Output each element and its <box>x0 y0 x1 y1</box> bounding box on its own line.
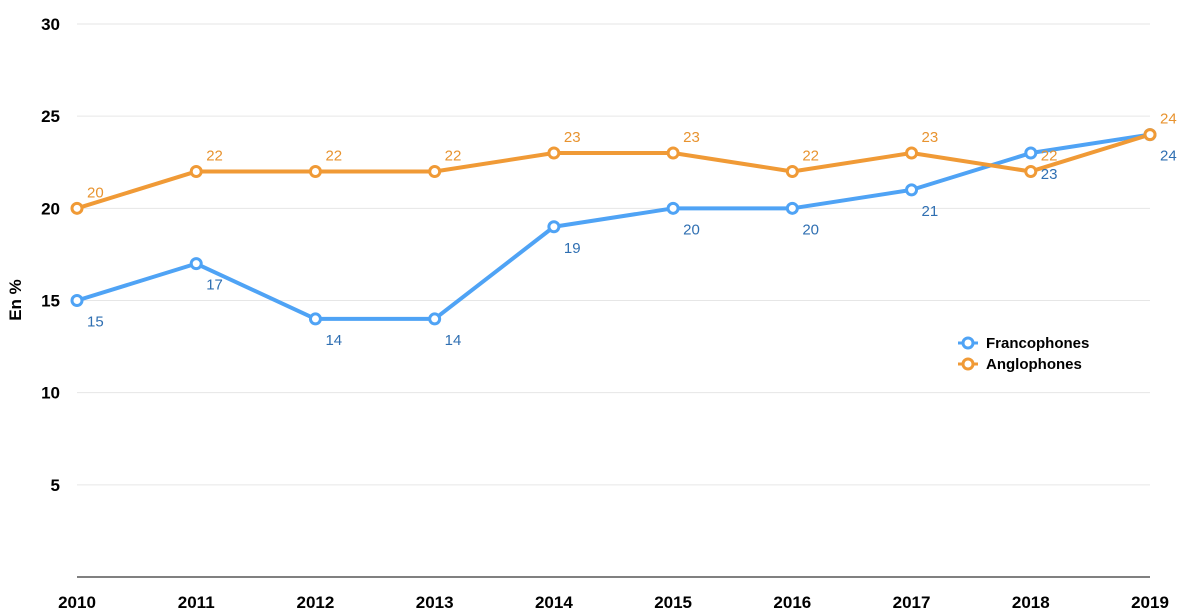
data-point <box>70 294 84 307</box>
data-point <box>905 146 919 160</box>
legend-swatch-marker <box>961 336 975 350</box>
data-point <box>547 146 561 160</box>
y-tick-label: 30 <box>41 15 60 34</box>
data-point <box>547 220 561 234</box>
legend-swatch-marker <box>961 357 975 371</box>
y-tick-label: 25 <box>41 107 60 126</box>
data-label: 15 <box>87 314 104 331</box>
data-label: 21 <box>922 203 939 220</box>
data-label: 23 <box>564 129 581 146</box>
data-point <box>189 257 203 271</box>
data-label: 23 <box>683 129 700 146</box>
data-label: 14 <box>445 332 462 349</box>
data-point <box>1143 128 1157 142</box>
data-label: 20 <box>683 221 700 238</box>
data-label: 22 <box>445 147 462 164</box>
data-point <box>308 164 322 178</box>
x-tick-label: 2014 <box>535 593 573 612</box>
data-label: 17 <box>206 277 223 294</box>
x-tick-label: 2010 <box>58 593 96 612</box>
y-tick-label: 15 <box>41 292 60 311</box>
y-axis-label: En % <box>6 279 25 321</box>
x-tick-label: 2015 <box>654 593 692 612</box>
data-point <box>428 312 442 326</box>
data-label: 22 <box>206 147 223 164</box>
data-point <box>905 183 919 197</box>
legend-label: Francophones <box>986 335 1089 352</box>
data-point <box>70 201 84 215</box>
grid-lines <box>77 23 1150 486</box>
data-label: 24 <box>1160 111 1177 128</box>
data-point <box>189 164 203 178</box>
x-tick-label: 2016 <box>773 593 811 612</box>
data-label: 23 <box>1041 166 1058 183</box>
y-tick-label: 10 <box>41 384 60 403</box>
data-label: 22 <box>325 147 342 164</box>
series-group <box>70 128 1157 326</box>
data-label: 20 <box>87 184 104 201</box>
series-line-francophones <box>75 132 1152 321</box>
data-point <box>666 146 680 160</box>
x-axis-ticks: 2010 2011 2012 2013 2014 2015 2016 2017 2018 2019 <box>58 593 1169 612</box>
data-point <box>428 164 442 178</box>
data-point <box>1024 164 1038 178</box>
x-tick-label: 2011 <box>178 593 215 612</box>
data-label: 20 <box>802 221 819 238</box>
data-point <box>785 201 799 215</box>
data-point <box>308 312 322 326</box>
x-tick-label: 2019 <box>1131 593 1169 612</box>
data-label: 23 <box>922 129 939 146</box>
data-point <box>785 164 799 178</box>
legend-label: Anglophones <box>986 356 1082 373</box>
data-label: 22 <box>1041 147 1058 164</box>
data-point <box>666 201 680 215</box>
data-point <box>1024 146 1038 160</box>
x-tick-label: 2012 <box>297 593 335 612</box>
x-tick-label: 2013 <box>416 593 454 612</box>
data-label: 24 <box>1160 148 1177 165</box>
series-line-anglophones <box>75 132 1152 211</box>
x-tick-label: 2018 <box>1012 593 1050 612</box>
data-label: 19 <box>564 240 581 257</box>
y-axis-ticks: 5 10 15 20 25 30 <box>41 15 60 495</box>
legend: Francophones Anglophones <box>958 335 1089 373</box>
data-labels: 15 17 14 14 19 20 20 21 23 24 20 22 22 22 23 23 22 23 22 24 <box>87 111 1177 349</box>
data-label: 22 <box>802 147 819 164</box>
y-tick-label: 20 <box>41 199 60 218</box>
x-tick-label: 2017 <box>893 593 931 612</box>
data-label: 14 <box>325 332 342 349</box>
y-tick-label: 5 <box>51 476 60 495</box>
